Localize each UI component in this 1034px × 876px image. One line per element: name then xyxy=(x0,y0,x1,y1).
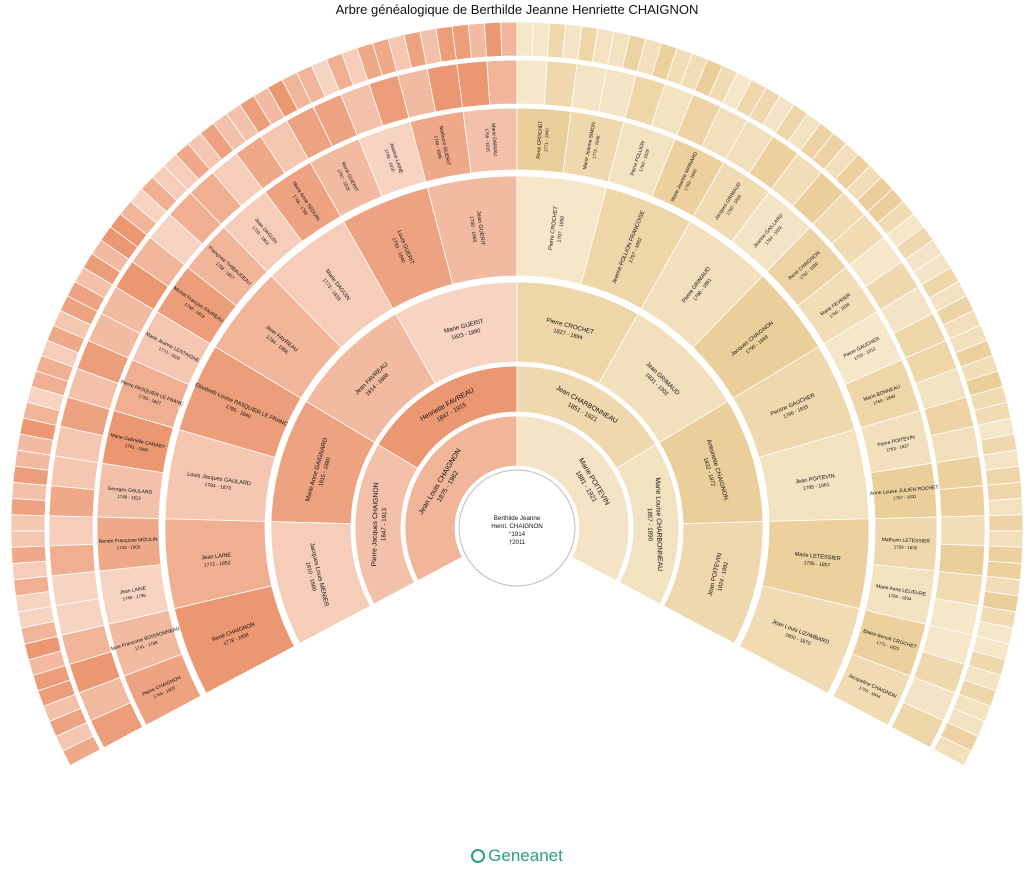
ancestor-dates: 1857 - 1890 xyxy=(646,508,654,542)
ancestor-dates: 1772 - 1852 xyxy=(204,560,231,569)
ancestor-cell-g7[interactable] xyxy=(10,514,46,532)
ancestor-dates: 1748 - 1809 xyxy=(433,135,443,160)
root-line4: †2011 xyxy=(509,539,526,546)
ancestor-cell-g7[interactable] xyxy=(10,530,46,548)
ancestor-cell-g6[interactable] xyxy=(516,59,548,106)
root-cell[interactable] xyxy=(458,469,576,587)
ancestor-name: Jean LAINE xyxy=(201,552,232,561)
ancestor-name: Renée Françoise MOULIN xyxy=(99,537,158,545)
root-line2: Henri. CHAIGNON xyxy=(491,523,543,530)
ancestor-dates: 1784 - 1873 xyxy=(204,482,232,492)
ancestor-cell-g6[interactable] xyxy=(48,515,94,547)
ancestor-cell-g5[interactable] xyxy=(832,653,911,726)
ancestor-g5: René CROCHET 1771 - 1842 xyxy=(536,120,550,158)
ancestor-cell-g3[interactable] xyxy=(663,521,764,645)
ancestor-g2: Pierre Jacques CHAIGNON 1847 - 1913 xyxy=(371,482,388,566)
ancestor-cell-g7[interactable] xyxy=(988,530,1024,548)
ancestor-name: Georges GAULARD xyxy=(107,486,152,496)
ancestor-dates: 1741 - 1788 xyxy=(134,640,158,652)
ancestor-dates: 1756 - 1815 xyxy=(484,128,491,152)
ancestor-name: René CROCHET xyxy=(536,120,544,158)
ancestor-cell-g7[interactable] xyxy=(500,21,518,57)
ancestor-cell-g7[interactable] xyxy=(10,498,47,517)
ancestor-dates: 1761 - 1809 xyxy=(124,443,149,453)
ancestor-cell-g7[interactable] xyxy=(484,21,503,58)
ancestor-cell-g6[interactable] xyxy=(456,60,491,108)
ancestor-dates: 1797 - 1850 xyxy=(557,215,566,242)
ancestor-dates: 1847 - 1913 xyxy=(380,507,388,541)
ancestor-dates: 1763 - 1827 xyxy=(886,443,911,453)
geneanet-logo-label: Geneanet xyxy=(488,846,563,865)
ancestor-dates: 1759 - 1830 xyxy=(894,544,918,550)
page-title: Arbre généalogique de Berthilde Jeanne H… xyxy=(335,2,699,17)
ancestor-cell-g7[interactable] xyxy=(467,22,488,59)
ancestor-cell-g6[interactable] xyxy=(938,543,986,577)
ancestor-cell-g6[interactable] xyxy=(938,485,986,518)
ancestor-cell-g7[interactable] xyxy=(531,21,550,58)
geneanet-logo: Geneanet xyxy=(0,846,1034,866)
ancestor-dates: 1771 - 1842 xyxy=(543,128,550,152)
ancestor-cell-g7[interactable] xyxy=(516,21,534,57)
ancestor-cell-g6[interactable] xyxy=(486,59,518,106)
ancestor-dates: 1771 - 1825 xyxy=(876,640,900,652)
ancestor-dates: 1772 - 1848 xyxy=(591,135,601,160)
ancestor-dates: 1780 - 1865 xyxy=(468,216,477,243)
ancestor-name: Mathurin LETESSIER xyxy=(882,537,931,545)
ancestor-cell-g7[interactable] xyxy=(10,545,47,564)
root-line1: Berthilde Jeanne xyxy=(494,515,541,522)
ancestor-dates: 1767 - 1831 xyxy=(893,494,917,501)
ancestor-dates: 1749 - 1822 xyxy=(117,494,141,501)
ancestor-name: Jean LAINE xyxy=(119,585,147,595)
ancestor-cell-g1[interactable] xyxy=(404,415,518,582)
ancestor-name: Jean GUERIT xyxy=(475,211,485,247)
ancestor-dates: 1795 - 1857 xyxy=(803,560,830,569)
ancestor-name: Pierre Jacques CHAIGNON xyxy=(371,482,380,566)
ancestor-name: Marie DANIAU xyxy=(490,123,498,156)
ancestor-dates: 1740 - 1796 xyxy=(122,593,146,602)
ancestor-dates: 1743 - 1803 xyxy=(117,544,141,550)
ancestor-name: Marie Louise CHARBONNEAU xyxy=(654,477,663,571)
geneanet-logo-icon xyxy=(471,849,486,863)
ancestor-cell-g7[interactable] xyxy=(987,545,1024,564)
ancestor-cell-g7[interactable] xyxy=(986,481,1023,501)
ancestor-cell-g7[interactable] xyxy=(11,560,48,581)
ancestor-cell-g6[interactable] xyxy=(48,543,96,577)
ancestor-cell-g6[interactable] xyxy=(940,515,986,547)
ancestor-name: Marie LETESSIER xyxy=(794,552,841,563)
ancestor-cell-g4[interactable] xyxy=(738,585,861,694)
ancestor-cell-g7[interactable] xyxy=(933,735,972,767)
root-line3: °1914 xyxy=(509,531,526,538)
ancestor-name: Pierre CROCHET xyxy=(548,205,560,250)
ancestor-cell-g7[interactable] xyxy=(987,498,1024,517)
ancestor-cell-g1[interactable] xyxy=(516,415,630,582)
ancestor-dates: 1795 - 1861 xyxy=(803,482,831,492)
ancestor-cell-g6[interactable] xyxy=(48,485,96,518)
ancestor-cell-g7[interactable] xyxy=(988,514,1024,532)
ancestor-dates: 1766 - 1834 xyxy=(888,593,912,602)
ancestor-cell-g6[interactable] xyxy=(890,702,945,749)
ancestor-cell-g2[interactable] xyxy=(615,444,680,605)
